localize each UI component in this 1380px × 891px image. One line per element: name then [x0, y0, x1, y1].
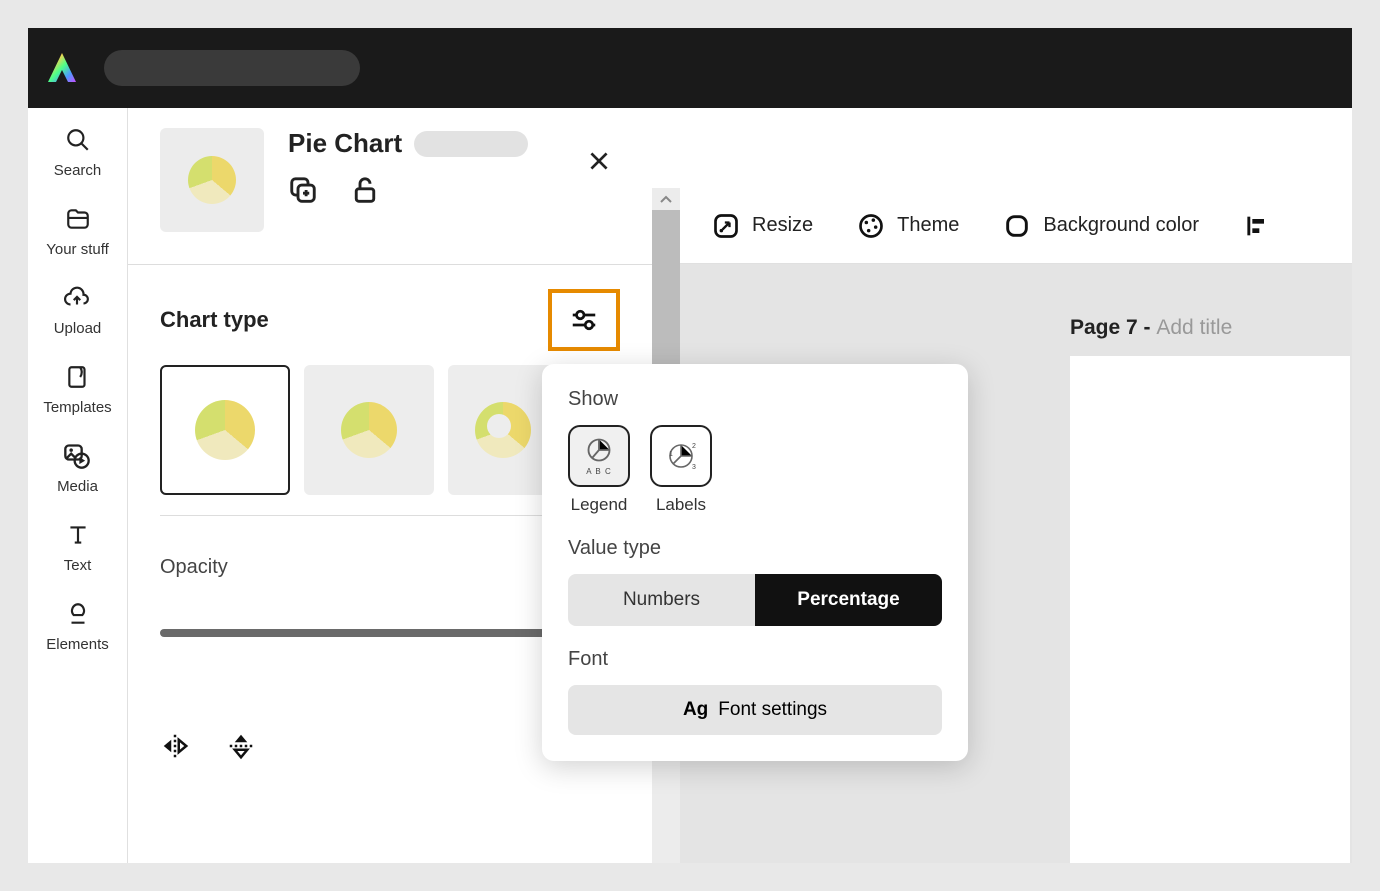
- panel-thumbnail: [160, 128, 264, 232]
- nav-media-label: Media: [57, 478, 98, 495]
- svg-text:2: 2: [692, 443, 696, 450]
- align-icon: [1243, 212, 1271, 240]
- chart-settings-button[interactable]: [548, 289, 620, 351]
- app-window: Search Your stuff Upload Templates: [28, 28, 1352, 863]
- top-bar: [28, 28, 1352, 108]
- toolbar-resize[interactable]: Resize: [712, 212, 813, 240]
- flip-vertical-icon[interactable]: [226, 731, 256, 761]
- chart-type-label: Chart type: [160, 307, 269, 333]
- labels-label: Labels: [656, 495, 706, 515]
- value-type-numbers[interactable]: Numbers: [568, 574, 755, 626]
- nav-elements[interactable]: Elements: [46, 600, 109, 653]
- show-label: Show: [568, 388, 942, 411]
- media-icon: [63, 442, 91, 470]
- close-button[interactable]: [586, 148, 612, 181]
- nav-templates[interactable]: Templates: [43, 363, 111, 416]
- panel-title: Pie Chart: [288, 128, 402, 159]
- nav-text[interactable]: Text: [64, 521, 92, 574]
- canvas-page[interactable]: [1070, 356, 1350, 863]
- nav-upload-label: Upload: [54, 320, 102, 337]
- show-legend-option[interactable]: A B C Legend: [568, 425, 630, 515]
- unlock-icon[interactable]: [350, 175, 380, 205]
- nav-your-stuff[interactable]: Your stuff: [46, 205, 109, 258]
- panel-header: Pie Chart: [160, 128, 620, 256]
- nav-templates-label: Templates: [43, 399, 111, 416]
- value-type-label: Value type: [568, 537, 942, 560]
- nav-your-stuff-label: Your stuff: [46, 241, 109, 258]
- toolbar-bgcolor-label: Background color: [1043, 214, 1199, 237]
- toolbar-theme-label: Theme: [897, 214, 959, 237]
- search-icon: [64, 126, 92, 154]
- scroll-up-icon[interactable]: [652, 188, 680, 210]
- page-label[interactable]: Page 7 - Add title: [1070, 316, 1352, 340]
- folder-icon: [64, 205, 92, 233]
- font-settings-label: Font settings: [718, 699, 827, 721]
- nav-media[interactable]: Media: [57, 442, 98, 495]
- bgcolor-icon: [1003, 212, 1031, 240]
- adobe-express-logo[interactable]: [44, 50, 80, 86]
- templates-icon: [64, 363, 92, 391]
- chart-settings-popover: Show A B C Legend 123 Labels Value type …: [542, 364, 968, 761]
- upload-icon: [63, 284, 91, 312]
- nav-upload[interactable]: Upload: [54, 284, 102, 337]
- text-icon: [64, 521, 92, 549]
- legend-label: Legend: [571, 495, 628, 515]
- duplicate-icon[interactable]: [288, 175, 318, 205]
- nav-elements-label: Elements: [46, 636, 109, 653]
- nav-text-label: Text: [64, 557, 92, 574]
- canvas-toolbar: Resize Theme Background color: [680, 188, 1352, 264]
- top-bar-placeholder: [104, 50, 360, 86]
- resize-icon: [712, 212, 740, 240]
- show-labels-option[interactable]: 1 2 3 Labels: [650, 425, 712, 515]
- value-type-percentage[interactable]: Percentage: [755, 574, 942, 626]
- chart-type-pie-labeled[interactable]: [304, 365, 434, 495]
- flip-horizontal-icon[interactable]: [160, 731, 190, 761]
- font-ag-icon: Ag: [683, 699, 708, 721]
- divider: [128, 264, 652, 265]
- title-placeholder: [414, 131, 528, 157]
- svg-text:3: 3: [692, 464, 696, 471]
- legend-icon: A B C: [568, 425, 630, 487]
- theme-icon: [857, 212, 885, 240]
- toolbar-resize-label: Resize: [752, 214, 813, 237]
- elements-icon: [64, 600, 92, 628]
- sliders-icon: [569, 305, 599, 335]
- opacity-slider[interactable]: [160, 629, 576, 637]
- toolbar-more[interactable]: [1243, 212, 1271, 240]
- left-nav: Search Your stuff Upload Templates: [28, 108, 128, 863]
- toolbar-bgcolor[interactable]: Background color: [1003, 212, 1199, 240]
- page-number: Page 7 -: [1070, 316, 1156, 339]
- chart-type-pie[interactable]: [160, 365, 290, 495]
- font-label: Font: [568, 648, 942, 671]
- nav-search[interactable]: Search: [54, 126, 102, 179]
- labels-icon: 1 2 3: [650, 425, 712, 487]
- nav-search-label: Search: [54, 162, 102, 179]
- toolbar-theme[interactable]: Theme: [857, 212, 959, 240]
- font-settings-button[interactable]: Ag Font settings: [568, 685, 942, 735]
- value-type-toggle: Numbers Percentage: [568, 574, 942, 626]
- page-title-hint: Add title: [1156, 316, 1232, 339]
- svg-text:1: 1: [669, 451, 673, 458]
